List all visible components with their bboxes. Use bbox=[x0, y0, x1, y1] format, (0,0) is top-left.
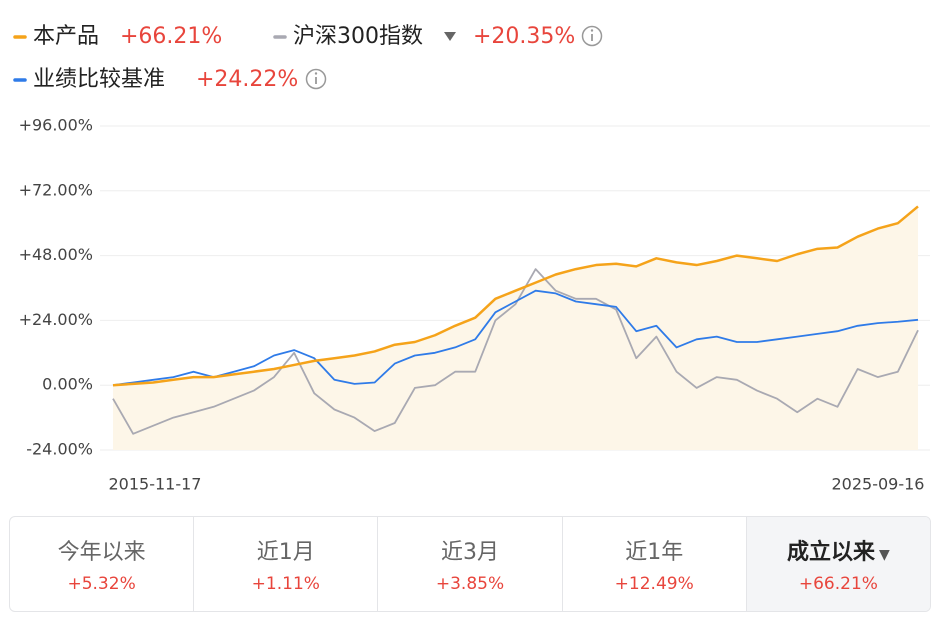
legend-value: +20.35% bbox=[473, 24, 575, 49]
tab-value: +12.49% bbox=[614, 574, 694, 594]
tab-label-row: 近3月 bbox=[441, 534, 499, 566]
period-tab[interactable]: 今年以来 +5.32% bbox=[10, 517, 195, 611]
legend-label: 业绩比较基准 bbox=[33, 67, 165, 92]
tab-label-row: 近1月 bbox=[257, 534, 315, 566]
x-tick-label: 2015-11-17 bbox=[109, 475, 202, 494]
dropdown-arrow[interactable] bbox=[444, 32, 456, 41]
tab-value: +3.85% bbox=[435, 574, 505, 594]
period-tab[interactable]: 近3月 +3.85% bbox=[378, 517, 563, 611]
area bbox=[113, 206, 918, 450]
tab-label: 近3月 bbox=[441, 540, 499, 565]
legend-value: +24.22% bbox=[196, 67, 298, 92]
period-tabs: 今年以来 +5.32% 近1月 +1.11% 近3月 +3.85% 近1年 +12.49% 成立… bbox=[9, 516, 931, 612]
tab-label-row: 成立以来 ▼ bbox=[787, 534, 890, 566]
y-tick-label: -24.00% bbox=[26, 440, 93, 459]
legend-label[interactable]: 沪深300指数 bbox=[293, 24, 423, 49]
period-tab[interactable]: 近1年 +12.49% bbox=[563, 517, 747, 611]
tab-label: 近1月 bbox=[256, 540, 315, 565]
tab-value: +66.21% bbox=[798, 574, 878, 594]
legend-label: 本产品 bbox=[33, 24, 99, 49]
series-line bbox=[112, 268, 919, 435]
legend-value: +66.21% bbox=[120, 24, 222, 49]
info-icon[interactable] bbox=[305, 68, 327, 90]
tab-label: 今年以来 bbox=[57, 540, 146, 565]
y-tick-label: +48.00% bbox=[19, 245, 93, 264]
dropdown-arrow[interactable]: ▼ bbox=[879, 547, 890, 563]
info-icon[interactable] bbox=[581, 25, 603, 47]
y-tick-label: 0.00% bbox=[42, 375, 93, 394]
y-tick-label: +72.00% bbox=[19, 180, 93, 199]
period-tab[interactable]: 近1月 +1.11% bbox=[194, 517, 379, 611]
x-tick-label: 2025-09-16 bbox=[832, 475, 925, 494]
series-line bbox=[112, 289, 919, 387]
period-tab[interactable]: 成立以来 ▼ +66.21% bbox=[746, 517, 930, 611]
tab-value: +5.32% bbox=[67, 574, 136, 594]
tab-label: 成立以来 bbox=[787, 540, 876, 565]
tab-label: 近1年 bbox=[625, 540, 684, 565]
y-tick-label: +96.00% bbox=[19, 116, 93, 135]
series-line bbox=[112, 205, 919, 387]
tab-label-row: 今年以来 bbox=[58, 534, 146, 566]
chart: 本产品 +66.21% 沪深300指数 +20.35% 业绩比较基准 +24.2… bbox=[13, 24, 930, 494]
y-tick-label: +24.00% bbox=[19, 310, 93, 329]
tab-label-row: 近1年 bbox=[625, 534, 683, 566]
tab-value: +1.11% bbox=[251, 574, 320, 594]
